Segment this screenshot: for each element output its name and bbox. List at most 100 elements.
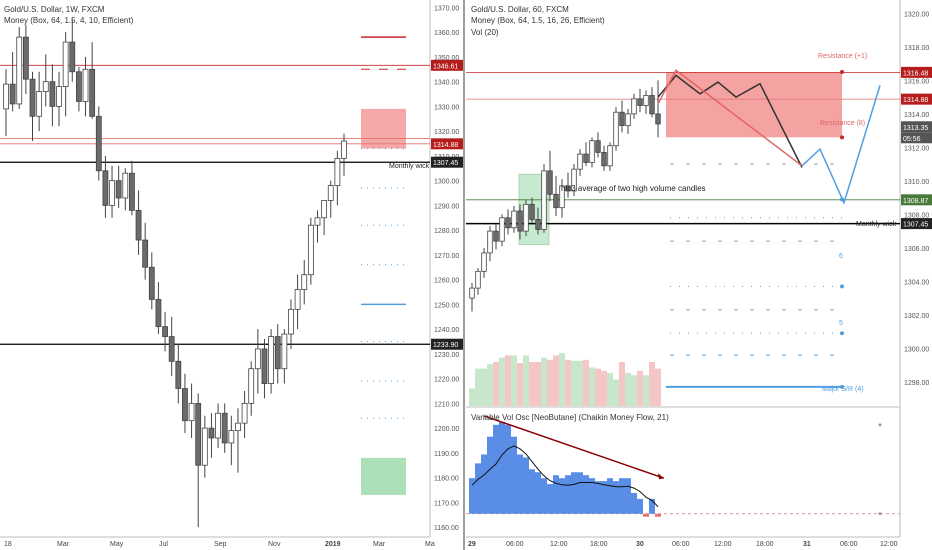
candle-body — [49, 81, 56, 107]
left-y-tick: 1200.00 — [434, 426, 459, 433]
candle-body — [341, 140, 347, 159]
resistance-8-label: Resistance (8) — [820, 120, 865, 127]
hourly-price-badge-value: 1307.45 — [903, 222, 928, 229]
hourly-candle-body — [631, 98, 637, 115]
oscillator-bar — [643, 513, 649, 517]
hourly-price-badge-value: 1308.87 — [903, 198, 928, 205]
candle-body — [76, 71, 82, 102]
hourly-price-badge — [901, 93, 932, 105]
oscillator-bar — [511, 436, 517, 514]
right-x-tick: 06:00 — [506, 541, 524, 548]
level-marker — [840, 70, 844, 75]
oscillator-bar — [595, 481, 601, 514]
left-y-tick: 1170.00 — [434, 500, 459, 507]
candle-body — [135, 209, 142, 241]
oscillator-bar — [571, 472, 577, 514]
right-x-tick: 06:00 — [840, 541, 858, 548]
volume-bar — [649, 362, 655, 406]
hourly-candle-body — [475, 270, 481, 289]
candle-body — [235, 422, 241, 431]
volume-bar — [583, 359, 589, 406]
volume-bar — [643, 375, 649, 406]
left-x-tick: May — [110, 541, 124, 548]
oscillator-bar — [649, 498, 655, 514]
projection-path-black — [657, 74, 803, 168]
right-title: Gold/U.S. Dollar, 60, FXCM — [471, 5, 569, 14]
volume-bar — [493, 362, 499, 406]
candle-body — [261, 348, 268, 384]
right-y-tick: 1320.00 — [904, 11, 929, 18]
left-indicator: Money (Box, 64, 1.5, 4, 10, Efficient) — [4, 16, 134, 25]
left-y-tick: 1230.00 — [434, 352, 459, 359]
left-x-tick: Mar — [373, 541, 386, 548]
candle-body — [248, 368, 255, 404]
volume-bar — [535, 362, 541, 406]
candle-body — [301, 274, 308, 290]
candle-body — [175, 360, 182, 389]
volume-bar — [517, 363, 523, 406]
candle-body — [201, 427, 208, 466]
hourly-price-badge — [901, 121, 932, 133]
hourly-price-badge-value: 1314.88 — [903, 97, 928, 104]
candle-body — [162, 326, 168, 337]
left-wick-label: Monthly wick — [389, 163, 430, 170]
left-x-tick: Ma — [425, 541, 435, 548]
right-x-tick: 12:00 — [714, 541, 732, 548]
candle-body — [29, 78, 36, 117]
volume-bar — [511, 355, 517, 406]
right-y-tick: 1308.00 — [904, 212, 929, 219]
volume-bar — [523, 355, 529, 406]
hourly-candle-body — [481, 252, 487, 272]
candle-body — [42, 81, 49, 92]
left-x-tick: Mar — [57, 541, 70, 548]
hourly-price-badge — [901, 218, 932, 230]
candle-body — [182, 388, 188, 422]
volume-bar — [595, 368, 601, 406]
oscillator-bar — [487, 436, 493, 514]
oscillator-title: Variable Vol Osc [NeoButane] (Chaikin Mo… — [471, 413, 669, 422]
oscillator-bar — [535, 472, 541, 514]
right-y-tick: 1316.00 — [904, 78, 929, 85]
level-marker — [840, 331, 844, 336]
left-y-tick: 1290.00 — [434, 203, 459, 210]
hourly-price-badge-value: 1313.35 — [903, 125, 928, 132]
oscillator-bar — [559, 478, 565, 514]
price-badge-value: 1314.88 — [433, 142, 458, 149]
projection-path-red — [657, 69, 803, 167]
zone-0 — [361, 108, 406, 149]
right-y-tick: 1312.00 — [904, 145, 929, 152]
candle-body — [16, 36, 23, 105]
candle-body — [102, 170, 109, 206]
oscillator-bar — [529, 469, 535, 514]
oscillator-bar — [565, 475, 571, 514]
oscillator-bar — [589, 478, 595, 514]
volume-bar — [601, 370, 607, 406]
left-x-tick: Sep — [214, 541, 227, 548]
left-y-tick: 1210.00 — [434, 401, 459, 408]
price-badge — [431, 338, 464, 350]
price-badge — [431, 156, 464, 168]
volume-label: Vol (20) — [471, 28, 499, 37]
price-badge — [431, 59, 464, 71]
oscillator-bar — [493, 424, 499, 514]
oscillator-bar — [475, 463, 481, 514]
candle-body — [56, 86, 62, 107]
candle-body — [69, 41, 76, 73]
hourly-candle-body — [529, 203, 535, 220]
oscillator-bar — [481, 454, 487, 514]
candle-body — [188, 402, 195, 422]
hourly-price-badge — [901, 66, 932, 78]
oscillator-bar — [469, 478, 475, 514]
hourly-candle-body — [595, 140, 601, 153]
left-y-tick: 1340.00 — [434, 80, 459, 87]
left-y-tick: 1370.00 — [434, 5, 459, 12]
volume-bar — [559, 353, 565, 406]
oscillator-bar — [601, 481, 607, 514]
oscillator-bar — [637, 498, 643, 514]
candle-body — [62, 41, 69, 88]
candle-body — [95, 115, 102, 172]
volume-bar — [637, 370, 643, 406]
candle-body — [294, 289, 301, 310]
hourly-price-badge — [901, 132, 932, 144]
